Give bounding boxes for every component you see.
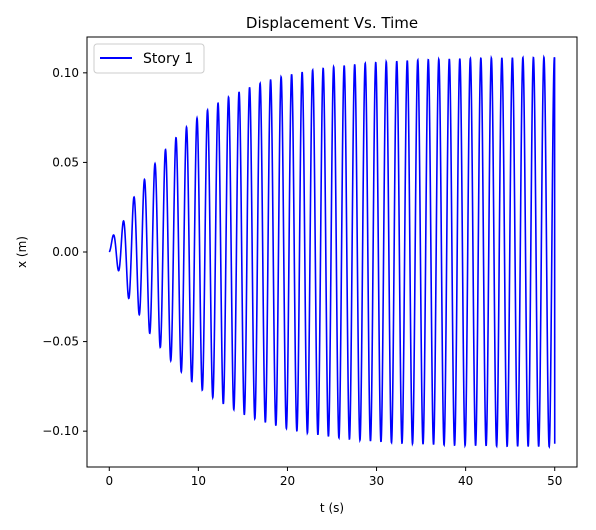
y-tick-label: −0.05 (42, 335, 79, 349)
legend-box (93, 43, 205, 74)
series-line-story-1 (108, 54, 556, 450)
plot-area (108, 54, 556, 450)
legend-label-story-1: Story 1 (143, 51, 193, 67)
y-axis-label: x (m) (15, 236, 29, 268)
y-tick-label: 0.10 (52, 66, 79, 80)
chart-title: Displacement Vs. Time (246, 14, 418, 32)
x-tick-label: 40 (458, 474, 473, 488)
ticks: 0 10 20 30 40 50 −0.10 −0.05 0.00 0.05 0.10 (42, 66, 562, 488)
x-tick-label: 20 (280, 474, 295, 488)
x-tick-label: 50 (547, 474, 562, 488)
x-tick-label: 10 (191, 474, 206, 488)
x-tick-label: 30 (369, 474, 384, 488)
y-tick-label: −0.10 (42, 424, 79, 438)
y-tick-label: 0.00 (52, 245, 79, 259)
legend: Story 1 (93, 43, 205, 74)
y-tick-label: 0.05 (52, 155, 79, 169)
x-axis-label: t (s) (320, 501, 344, 515)
x-tick-label: 0 (105, 474, 113, 488)
axes-frame (86, 36, 578, 468)
